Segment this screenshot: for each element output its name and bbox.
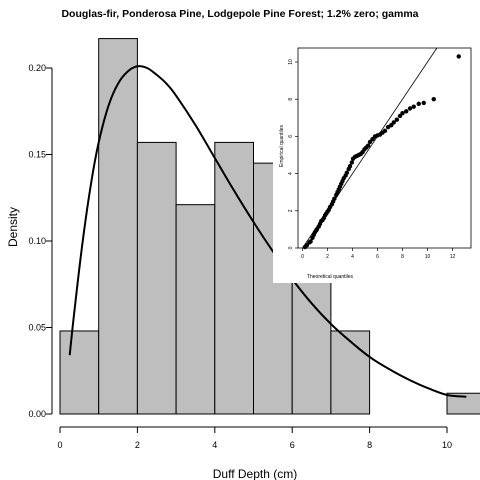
qq-y-tick-label: 2 (288, 209, 294, 212)
x-tick-label: 0 (57, 440, 62, 450)
chart-title: Douglas-fir, Ponderosa Pine, Lodgepole P… (61, 8, 418, 20)
qq-y-axis-label: Empirical quantiles (279, 125, 285, 167)
qq-point (421, 100, 426, 106)
y-tick-label: 0.20 (28, 63, 46, 73)
qq-x-tick-label: 10 (425, 254, 431, 260)
histogram-bar (214, 141, 255, 415)
histogram-bar (98, 38, 138, 415)
qq-x-axis-label: Theoretical quantiles (307, 274, 354, 280)
x-tick-label: 8 (367, 440, 372, 450)
histogram-bar (136, 141, 177, 415)
qq-point (308, 239, 313, 244)
qq-point (394, 117, 400, 122)
x-tick-label: 2 (135, 440, 140, 450)
qq-point (349, 160, 355, 165)
qq-y-tick-label: 0 (288, 246, 294, 249)
x-tick-label: 4 (212, 440, 217, 450)
histogram-bar (330, 330, 371, 415)
qq-point (332, 196, 337, 201)
qq-point (416, 101, 421, 107)
y-tick-label: 0.10 (28, 236, 46, 246)
qq-x-tick-label: 2 (326, 254, 329, 260)
qq-x-tick-label: 0 (301, 254, 304, 260)
gamma-fit-curve (68, 65, 467, 398)
x-axis-label: Duff Depth (cm) (213, 467, 297, 480)
qq-y-tick-label: 10 (288, 59, 294, 65)
qq-point (404, 109, 409, 114)
qq-x-tick-label: 4 (351, 254, 354, 260)
qq-y-tick-label: 6 (288, 135, 294, 138)
qq-axes: 0 2 4 6 8 10 12 0 2 4 6 8 10 (288, 59, 455, 260)
qq-point (431, 97, 436, 102)
histogram-axes: 0 2 4 6 8 10 0.00 0.05 0.10 0.15 0.20 (28, 63, 452, 450)
qq-point (407, 106, 413, 111)
histogram-bar (446, 392, 480, 415)
qq-point (382, 128, 388, 134)
qq-point (411, 104, 416, 109)
qq-point (456, 54, 461, 59)
qq-point (347, 163, 353, 169)
qq-y-tick-label: 8 (288, 98, 294, 101)
x-tick-label: 6 (290, 440, 295, 450)
qq-points (302, 54, 461, 250)
qq-x-tick-label: 8 (401, 254, 404, 260)
y-tick-label: 0.00 (28, 409, 46, 419)
qq-point (344, 170, 350, 175)
histogram-bar (175, 204, 216, 415)
y-tick-label: 0.05 (28, 323, 46, 333)
qq-x-tick-label: 6 (376, 254, 379, 260)
qq-y-tick-label: 4 (288, 172, 294, 175)
qq-point (365, 143, 371, 148)
qq-x-tick-label: 12 (450, 254, 456, 260)
histogram-bars (59, 38, 480, 415)
x-tick-label: 10 (442, 440, 452, 450)
qq-inset: 0 2 4 6 8 10 12 0 2 4 6 8 10 Theoretical quantiles E… (273, 41, 480, 283)
qq-point (400, 110, 405, 116)
y-axis-label: Density (6, 207, 20, 247)
y-tick-label: 0.15 (28, 150, 46, 160)
qq-plot-frame (297, 47, 472, 249)
histogram-bar (59, 330, 100, 415)
qq-point (391, 120, 396, 125)
